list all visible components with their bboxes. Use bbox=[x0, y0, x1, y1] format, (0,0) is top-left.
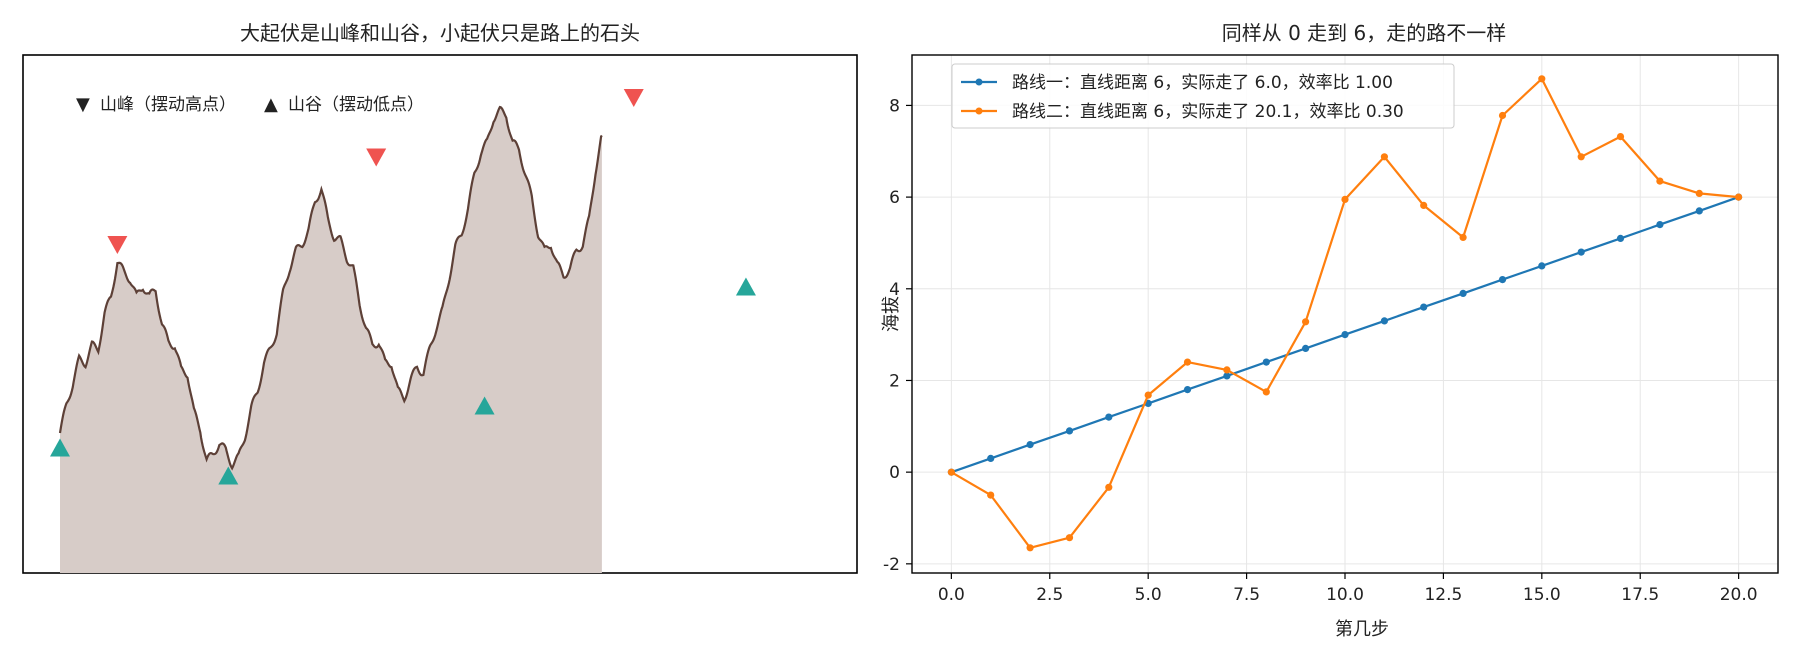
route2-point bbox=[1656, 177, 1664, 185]
terrain-legend: ▼ 山峰（摆动高点） ▲ 山谷（摆动低点） bbox=[76, 94, 424, 115]
route1-point bbox=[1262, 358, 1270, 366]
x-tick-label: 20.0 bbox=[1720, 585, 1758, 605]
route-x-axis-label: 第几步 bbox=[1335, 619, 1389, 640]
route2-point bbox=[1498, 111, 1507, 120]
route1-point bbox=[1105, 413, 1113, 421]
route2-point bbox=[1577, 153, 1585, 161]
route1-point bbox=[1577, 248, 1585, 256]
legend-route2-marker bbox=[975, 107, 983, 115]
terrain-chart: 大起伏是山峰和山谷，小起伏只是路上的石头 ▼ 山峰（摆动高点） ▲ 山谷（摆动低… bbox=[22, 21, 858, 574]
terrain-layer bbox=[50, 89, 756, 573]
legend-valley-label: 山谷（摆动低点） bbox=[288, 95, 424, 115]
x-tick-label: 15.0 bbox=[1523, 585, 1561, 605]
route1-point bbox=[1498, 276, 1507, 284]
y-tick-label: 2 bbox=[889, 371, 900, 391]
y-tick-label: 8 bbox=[889, 96, 900, 116]
route-legend: 路线一：直线距离 6，实际走了 6.0，效率比 1.00 路线二：直线距离 6，… bbox=[951, 63, 1455, 129]
route2-point bbox=[1065, 534, 1074, 542]
route-y-axis-label: 海拔 bbox=[881, 296, 902, 332]
terrain-area bbox=[60, 107, 602, 573]
legend-route1-label: 路线一：直线距离 6，实际走了 6.0，效率比 1.00 bbox=[1012, 73, 1393, 93]
y-tick-label: 0 bbox=[889, 463, 900, 483]
route-grid bbox=[912, 55, 1778, 573]
x-tick-label: 0.0 bbox=[938, 585, 965, 605]
route1-point bbox=[1695, 207, 1703, 215]
route2-point bbox=[947, 468, 956, 476]
route2-point bbox=[1026, 544, 1034, 552]
x-tick-label: 17.5 bbox=[1621, 585, 1659, 605]
route1-point bbox=[1341, 331, 1349, 339]
y-tick-label: 4 bbox=[889, 280, 900, 300]
route-legend-box bbox=[951, 63, 1455, 129]
x-tick-label: 10.0 bbox=[1326, 585, 1364, 605]
route2-point bbox=[1735, 193, 1743, 201]
route1-point bbox=[1223, 372, 1231, 380]
route2-point bbox=[1341, 195, 1349, 203]
legend-peak-label: 山峰（摆动高点） bbox=[100, 95, 236, 115]
route1-point bbox=[1616, 234, 1625, 242]
route1-point bbox=[987, 454, 995, 462]
route2-point bbox=[1420, 201, 1428, 209]
legend-route1-marker bbox=[975, 78, 983, 86]
y-tick-label: -2 bbox=[883, 555, 900, 575]
route1-point bbox=[1302, 344, 1310, 352]
route-ticks: 0.0 2.5 5.0 7.5 10.0 12.5 15.0 17.5 20.0 -2 0 2 4 6 8 bbox=[883, 96, 1758, 605]
route2-point bbox=[1183, 358, 1192, 366]
route2-point bbox=[987, 491, 995, 499]
valley-marker-3 bbox=[474, 396, 495, 415]
valley-marker-1 bbox=[50, 438, 70, 457]
legend-valley-marker: ▲ bbox=[264, 94, 278, 115]
route2-point bbox=[1302, 318, 1310, 326]
route2-point bbox=[1380, 153, 1388, 161]
valley-marker-4 bbox=[735, 277, 756, 296]
peak-marker-1 bbox=[107, 236, 128, 254]
route-series bbox=[947, 75, 1743, 552]
route2-point bbox=[1538, 75, 1546, 83]
peak-marker-2 bbox=[366, 148, 387, 167]
route2-point bbox=[1459, 233, 1467, 241]
route1-point bbox=[1183, 386, 1192, 394]
legend-route2-label: 路线二：直线距离 6，实际走了 20.1，效率比 0.30 bbox=[1012, 102, 1404, 122]
x-tick-label: 5.0 bbox=[1135, 585, 1162, 605]
route2-point bbox=[1695, 189, 1703, 197]
route-chart: 同样从 0 走到 6，走的路不一样 0.0 2.5 5.0 7.5 10.0 12.5 15… bbox=[881, 21, 1779, 640]
terrain-chart-title: 大起伏是山峰和山谷，小起伏只是路上的石头 bbox=[240, 21, 640, 45]
route2-point bbox=[1616, 133, 1625, 141]
route1-point bbox=[1538, 262, 1546, 270]
peak-marker-3 bbox=[623, 89, 644, 107]
route1-point bbox=[1656, 221, 1664, 229]
route1-point bbox=[1026, 441, 1034, 449]
y-tick-label: 6 bbox=[889, 188, 900, 208]
route1-point bbox=[1065, 427, 1074, 435]
x-tick-label: 2.5 bbox=[1036, 585, 1063, 605]
x-tick-label: 12.5 bbox=[1424, 585, 1462, 605]
route2-point bbox=[1223, 366, 1231, 374]
route2-point bbox=[1105, 483, 1113, 491]
terrain-line bbox=[58, 105, 603, 471]
route1-point bbox=[1420, 303, 1428, 311]
x-tick-label: 7.5 bbox=[1233, 585, 1260, 605]
route1-point bbox=[1459, 289, 1467, 297]
valley-marker-2 bbox=[218, 466, 239, 485]
legend-peak-marker: ▼ bbox=[76, 94, 90, 115]
route1-point bbox=[1380, 317, 1388, 325]
route2-point bbox=[1144, 391, 1152, 399]
route-chart-title: 同样从 0 走到 6，走的路不一样 bbox=[1222, 21, 1507, 45]
route2-point bbox=[1262, 388, 1270, 396]
